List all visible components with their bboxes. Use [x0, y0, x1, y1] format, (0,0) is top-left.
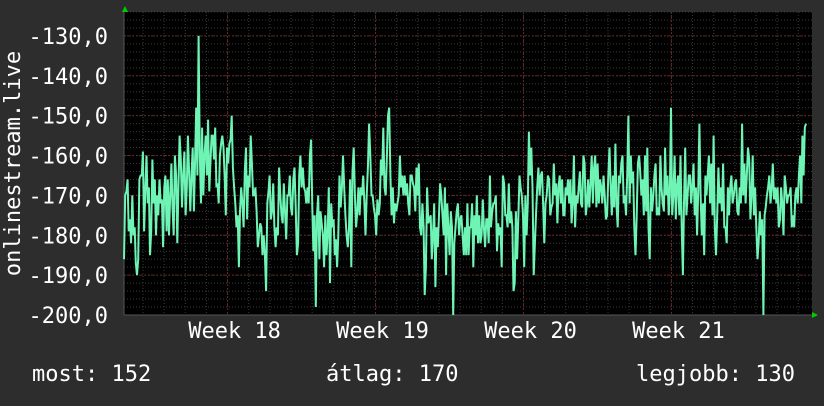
y-axis-arrow-icon	[122, 6, 128, 12]
y-axis-label: onlinestream.live	[1, 51, 26, 276]
x-tick-label: Week 18	[188, 319, 281, 344]
legend-best: legjobb: 130	[636, 362, 795, 387]
series-line	[123, 35, 807, 316]
x-axis-ticks: Week 18 Week 19 Week 20 Week 21	[188, 319, 725, 344]
y-tick-label: -170,0	[29, 184, 108, 209]
y-axis-ticks: -200,0 -190,0 -180,0 -170,0 -160,0 -150,0 -140…	[29, 25, 108, 329]
y-tick-label: -200,0	[29, 304, 108, 329]
y-tick-label: -130,0	[29, 25, 108, 50]
x-axis-arrow-icon	[812, 312, 818, 318]
x-tick-label: Week 21	[632, 319, 725, 344]
legend-current: most: 152	[32, 362, 151, 387]
y-tick-label: -160,0	[29, 145, 108, 170]
x-tick-label: Week 19	[336, 319, 429, 344]
y-tick-label: -140,0	[29, 65, 108, 90]
x-tick-label: Week 20	[484, 319, 577, 344]
y-tick-label: -180,0	[29, 224, 108, 249]
legend-average: átlag: 170	[326, 362, 458, 387]
y-tick-label: -190,0	[29, 264, 108, 289]
y-tick-label: -150,0	[29, 105, 108, 130]
